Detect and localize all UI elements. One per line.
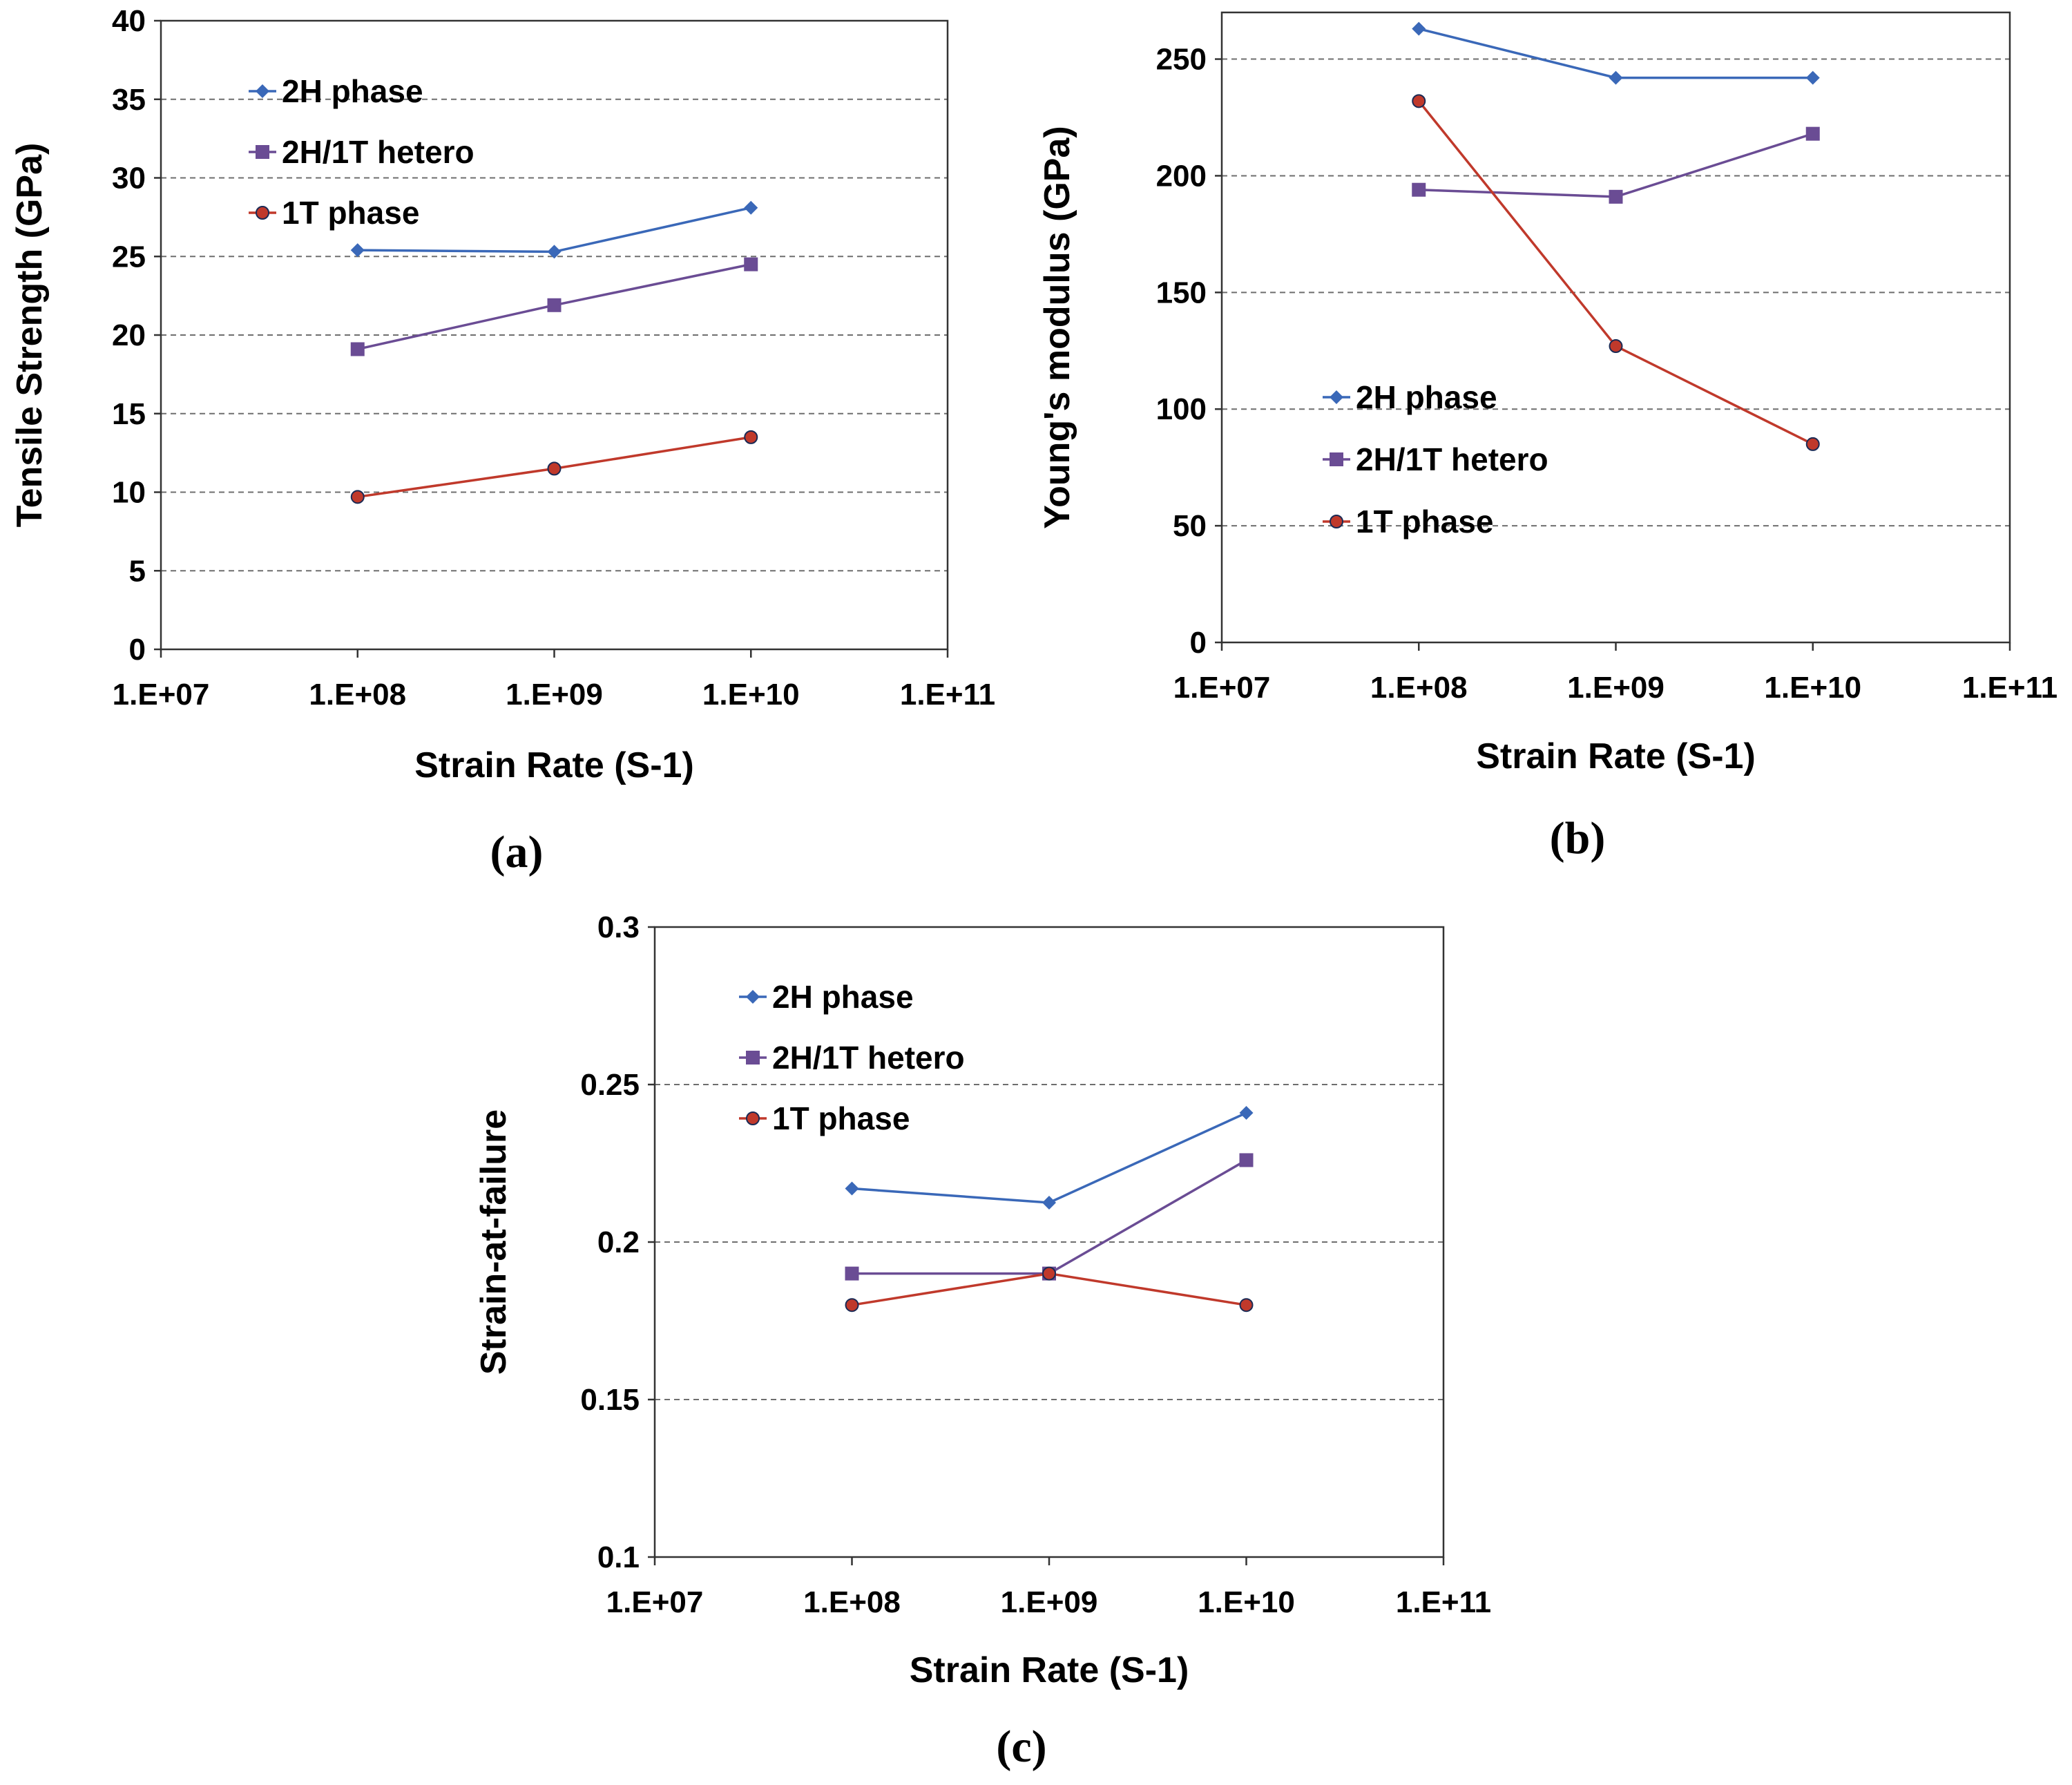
x-tick-label: 1.E+11 xyxy=(1962,671,2057,705)
data-point xyxy=(1042,1266,1056,1281)
data-point xyxy=(845,1266,859,1281)
y-tick-label: 30 xyxy=(112,162,146,195)
legend-marker xyxy=(1330,515,1343,528)
data-point xyxy=(1609,339,1623,354)
legend-label: 2H/1T hetero xyxy=(282,134,474,170)
panel-label: (a) xyxy=(490,827,544,877)
y-tick-label: 250 xyxy=(1156,43,1207,77)
data-point xyxy=(845,1181,859,1196)
y-axis-title: Young's modulus (GPa) xyxy=(1037,126,1077,528)
plot-area-frame xyxy=(1220,11,2011,644)
data-point xyxy=(1412,94,1426,108)
y-tick-label: 0 xyxy=(1190,626,1207,660)
x-tick-label: 1.E+10 xyxy=(1764,671,1861,705)
data-point xyxy=(1609,189,1623,204)
data-point xyxy=(1412,182,1426,197)
legend-label: 2H/1T hetero xyxy=(772,1040,965,1076)
data-point xyxy=(1042,1196,1056,1210)
legend-marker xyxy=(256,206,269,220)
y-tick-label: 100 xyxy=(1156,392,1207,426)
legend-label: 1T phase xyxy=(772,1100,910,1136)
legend-label: 1T phase xyxy=(282,195,419,231)
x-tick-label: 1.E+09 xyxy=(1567,671,1665,705)
y-tick-label: 10 xyxy=(112,476,146,510)
series-line-2h-1t-hetero xyxy=(1419,132,1814,198)
chart-panel-1: 0 5 10 15 20 25 30 35 40 1.E+07 1.E+08 1.E+09 1.E+10… xyxy=(10,4,995,877)
panel-label: (c) xyxy=(996,1721,1046,1772)
y-tick-label: 0.25 xyxy=(580,1068,640,1102)
legend-marker xyxy=(746,1111,760,1125)
x-tick-label: 1.E+08 xyxy=(309,678,406,712)
y-tick-label: 25 xyxy=(112,240,146,274)
series-line-2h-phase xyxy=(1418,27,1813,79)
legend-marker xyxy=(1330,390,1343,404)
data-point xyxy=(1239,1298,1254,1312)
legend-marker xyxy=(746,1051,760,1065)
x-axis-title: Strain Rate (S-1) xyxy=(414,745,694,785)
data-point xyxy=(547,298,562,312)
chart-panel-2: 0 50 100 150 200 250 1.E+07 1.E+08 1.E+09 1.E+10 1… xyxy=(1037,11,2057,863)
x-tick-label: 1.E+07 xyxy=(113,678,210,712)
data-point xyxy=(1239,1106,1254,1120)
x-tick-label: 1.E+11 xyxy=(1396,1585,1491,1619)
x-tick-label: 1.E+08 xyxy=(803,1585,901,1619)
y-tick-label: 0.1 xyxy=(597,1540,640,1574)
x-tick-label: 1.E+11 xyxy=(900,678,995,712)
data-point xyxy=(350,342,365,356)
legend-label: 2H/1T hetero xyxy=(1356,441,1548,477)
y-axis-title: Strain-at-failure xyxy=(474,1109,514,1375)
x-tick-label: 1.E+10 xyxy=(702,678,800,712)
legend-marker xyxy=(256,84,269,98)
data-point xyxy=(1412,21,1426,36)
chart-panel-3: 0.1 0.15 0.2 0.25 0.3 1.E+07 1.E+08 1.E+09 1.E+1… xyxy=(474,910,1491,1772)
series-line-2h-1t-hetero xyxy=(852,1158,1247,1275)
data-point xyxy=(744,200,758,215)
data-point xyxy=(845,1298,859,1312)
data-point xyxy=(1239,1153,1254,1167)
data-point xyxy=(744,257,758,271)
y-tick-label: 5 xyxy=(129,554,146,588)
x-tick-label: 1.E+10 xyxy=(1198,1585,1295,1619)
data-point xyxy=(1805,70,1820,85)
x-axis-title: Strain Rate (S-1) xyxy=(1476,736,1756,776)
legend-label: 2H phase xyxy=(282,73,423,109)
y-tick-label: 200 xyxy=(1156,159,1207,193)
y-tick-label: 50 xyxy=(1173,509,1207,543)
data-point xyxy=(350,490,365,504)
y-tick-label: 35 xyxy=(112,83,146,117)
x-tick-label: 1.E+08 xyxy=(1370,671,1468,705)
y-tick-label: 0.3 xyxy=(597,910,640,944)
y-tick-label: 0.2 xyxy=(597,1225,640,1259)
legend-label: 2H phase xyxy=(772,979,914,1015)
series-line-2h-phase xyxy=(852,1111,1247,1204)
data-point xyxy=(547,461,562,476)
y-tick-label: 15 xyxy=(112,397,146,431)
x-tick-label: 1.E+09 xyxy=(506,678,603,712)
x-tick-label: 1.E+07 xyxy=(606,1585,704,1619)
x-axis-title: Strain Rate (S-1) xyxy=(910,1650,1189,1690)
panel-label: (b) xyxy=(1550,813,1606,863)
data-point xyxy=(1609,70,1623,85)
legend-marker xyxy=(746,990,760,1004)
data-point xyxy=(1805,437,1820,451)
y-tick-label: 0.15 xyxy=(580,1383,640,1417)
data-point xyxy=(547,245,562,259)
y-axis-title: Tensile Strength (GPa) xyxy=(10,143,50,528)
data-point xyxy=(350,243,365,258)
legend-marker xyxy=(256,145,269,159)
legend-marker xyxy=(1330,452,1343,466)
data-point xyxy=(1805,126,1820,141)
x-tick-label: 1.E+07 xyxy=(1173,671,1271,705)
data-point xyxy=(744,430,758,444)
legend-label: 1T phase xyxy=(1356,504,1493,540)
x-tick-label: 1.E+09 xyxy=(1001,1585,1098,1619)
y-tick-label: 150 xyxy=(1156,276,1207,309)
y-tick-label: 40 xyxy=(112,4,146,38)
y-tick-label: 20 xyxy=(112,318,146,352)
y-tick-label: 0 xyxy=(129,633,146,667)
legend-label: 2H phase xyxy=(1356,379,1497,415)
